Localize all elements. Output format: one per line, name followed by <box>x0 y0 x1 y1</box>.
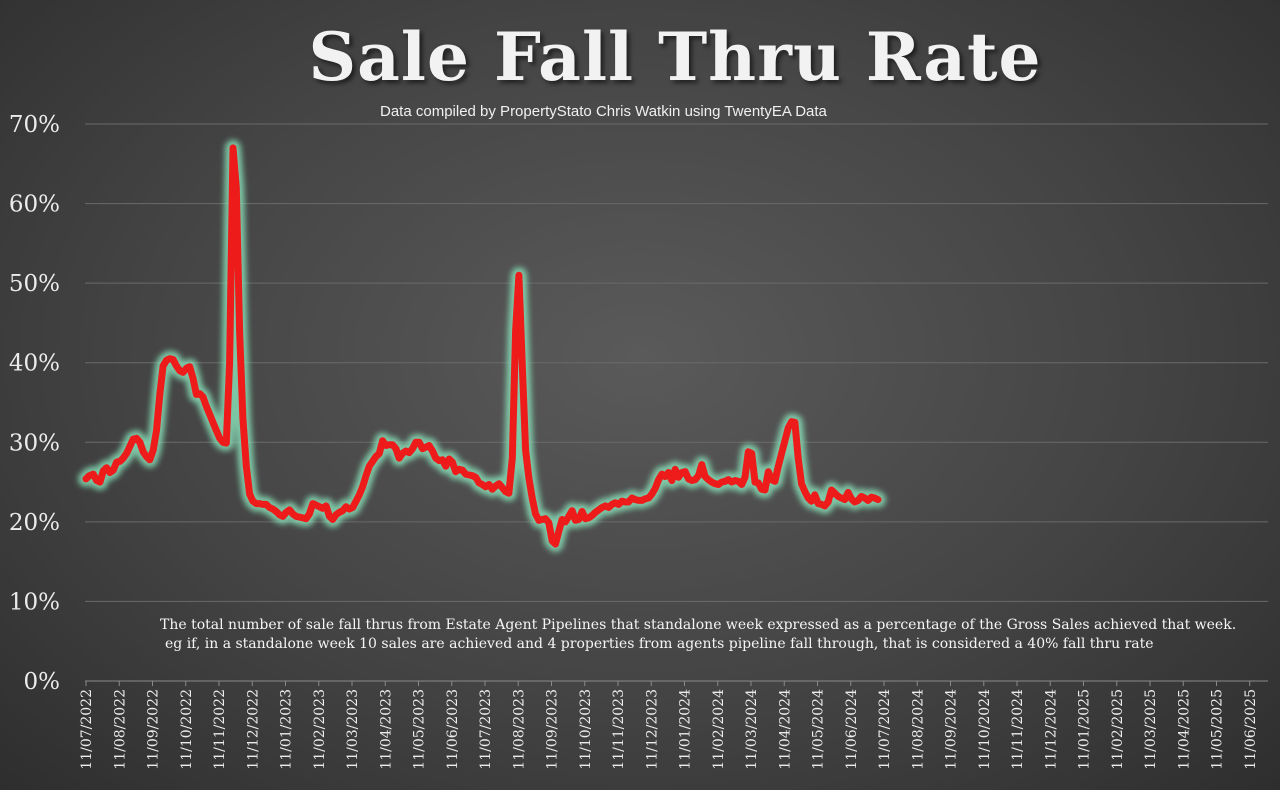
y-tick-label: 40% <box>9 351 60 377</box>
y-tick-label: 50% <box>9 271 60 297</box>
x-tick-label: 11/08/2024 <box>910 689 926 770</box>
grid-lines <box>85 123 1268 682</box>
x-tick-label: 11/01/2024 <box>678 689 694 770</box>
x-tick-label: 11/05/2024 <box>811 689 827 770</box>
x-tick-label: 11/11/2024 <box>1010 689 1026 770</box>
series-group <box>78 139 886 553</box>
x-tick-label: 11/12/2024 <box>1043 689 1059 770</box>
x-tick-label: 11/07/2022 <box>79 689 95 770</box>
x-axis: 11/07/2022 11/08/2022 11/09/2022 11/10/2022… <box>79 681 1259 770</box>
x-tick-label: 11/08/2023 <box>511 689 527 770</box>
series-line <box>82 144 882 548</box>
x-tick-label: 11/02/2025 <box>1110 689 1126 770</box>
x-tick-label: 11/09/2022 <box>146 689 162 770</box>
x-tick-label: 11/12/2023 <box>644 689 660 770</box>
x-tick-label: 11/06/2025 <box>1243 689 1259 770</box>
y-tick-label: 20% <box>9 510 60 536</box>
x-tick-label: 11/06/2023 <box>445 689 461 770</box>
x-tick-label: 11/06/2024 <box>844 689 860 770</box>
x-tick-label: 11/10/2023 <box>578 689 594 770</box>
x-tick-label: 11/04/2024 <box>777 689 793 770</box>
y-axis: 0% 10% 20% 30% 40% 50% 60% 70% <box>9 112 60 695</box>
x-tick-label: 11/01/2023 <box>279 689 295 770</box>
x-tick-label: 11/11/2022 <box>212 689 228 770</box>
x-tick-label: 11/05/2023 <box>412 689 428 770</box>
y-tick-label: 70% <box>9 112 60 138</box>
y-tick-label: 10% <box>9 589 60 615</box>
x-tick-label: 11/03/2025 <box>1143 689 1159 770</box>
x-tick-label: 11/04/2025 <box>1176 689 1192 770</box>
x-tick-label: 11/05/2025 <box>1210 689 1226 770</box>
x-tick-label: 11/01/2025 <box>1077 689 1093 770</box>
x-tick-label: 11/02/2024 <box>711 689 727 770</box>
y-tick-label: 0% <box>24 669 61 695</box>
x-tick-label: 11/08/2022 <box>112 689 128 770</box>
x-tick-label: 11/09/2024 <box>944 689 960 770</box>
x-tick-label: 11/03/2023 <box>345 689 361 770</box>
x-tick-label: 11/10/2022 <box>179 689 195 770</box>
x-tick-label: 11/07/2024 <box>877 689 893 770</box>
chart-subtitle: Data compiled by PropertyStato Chris Wat… <box>380 103 827 120</box>
x-tick-label: 11/02/2023 <box>312 689 328 770</box>
x-tick-label: 11/04/2023 <box>378 689 394 770</box>
x-tick-label: 11/03/2024 <box>744 689 760 770</box>
y-tick-label: 30% <box>9 430 60 456</box>
x-tick-label: 11/12/2022 <box>245 689 261 770</box>
x-tick-label: 11/10/2024 <box>977 689 993 770</box>
x-tick-label: 11/11/2023 <box>611 689 627 770</box>
x-tick-label: 11/07/2023 <box>478 689 494 770</box>
x-tick-label: 11/09/2023 <box>545 689 561 770</box>
footnote-line-2: eg if, in a standalone week 10 sales are… <box>165 636 1154 652</box>
footnote-line-1: The total number of sale fall thrus from… <box>160 617 1237 633</box>
y-tick-label: 60% <box>9 192 60 218</box>
